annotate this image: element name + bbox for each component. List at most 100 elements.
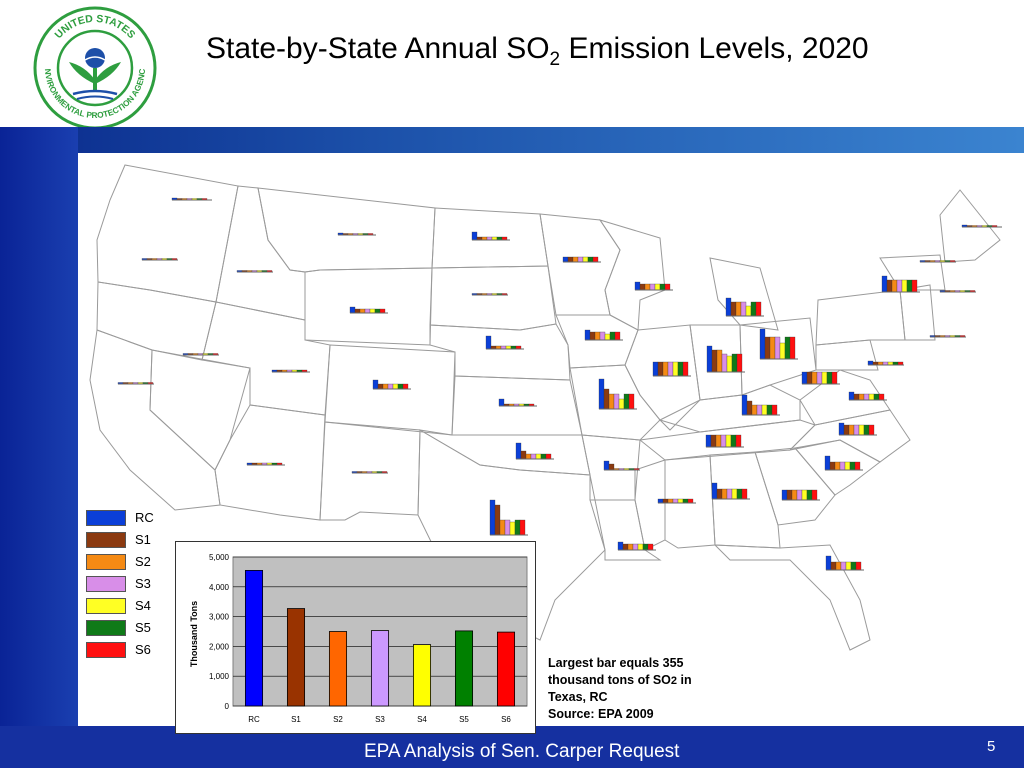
legend-label: S6	[135, 642, 151, 657]
state-bar-group	[236, 270, 273, 273]
legend-swatch	[86, 598, 126, 614]
state-bar	[784, 336, 791, 360]
chart-y-axis-label: Thousand Tons	[189, 601, 199, 667]
state-bar-group	[337, 232, 376, 236]
state-bar	[509, 521, 516, 536]
state-bar	[730, 301, 737, 317]
state-bar-group	[929, 335, 966, 338]
legend-swatch	[86, 532, 126, 548]
state-bar-group	[801, 371, 840, 385]
chart-bar-s4	[412, 644, 432, 707]
note-line-2-pre: thousand tons of SO	[548, 672, 671, 687]
state-bar	[821, 371, 828, 385]
state-bar	[471, 231, 478, 241]
state-bar	[867, 360, 874, 366]
state-bar-group	[562, 256, 601, 263]
chart-y-tick-label: 0	[225, 702, 230, 711]
legend-label: S4	[135, 598, 151, 613]
state-bar	[806, 489, 813, 501]
state-bar	[608, 393, 615, 410]
state-bar	[354, 308, 361, 314]
state-bar	[831, 371, 838, 385]
state-bar	[520, 450, 527, 460]
state-bar	[584, 329, 591, 341]
note-line-2: thousand tons of SO2 in	[548, 672, 738, 690]
state-bar-group	[485, 335, 524, 350]
state-bar	[736, 353, 743, 373]
state-bar	[627, 543, 634, 551]
chart-x-tick-label: S1	[291, 715, 301, 724]
legend: RC S1 S2 S3 S4 S5 S6	[86, 508, 156, 660]
state-bar-group	[725, 297, 764, 317]
state-bar-group	[617, 541, 656, 551]
state-bar	[632, 543, 639, 551]
legend-item-s6: S6	[86, 640, 156, 662]
chart-x-tick-label: RC	[248, 715, 260, 724]
state-bar	[746, 400, 753, 416]
state-bar	[726, 488, 733, 500]
state-bar-group	[515, 442, 554, 460]
state-bar	[850, 561, 857, 571]
legend-swatch	[86, 620, 126, 636]
state-bar	[750, 301, 757, 317]
state-bar	[594, 331, 601, 341]
slide-title: State-by-State Annual SO2 Emission Level…	[206, 32, 869, 71]
note-line-1: Largest bar equals 355	[548, 656, 684, 670]
chart-bar-s1	[286, 608, 306, 707]
note-line-2-sub: 2	[670, 674, 678, 687]
state-bar	[657, 498, 664, 504]
state-bar	[382, 383, 389, 390]
title-rest: Emission Levels, 2020	[560, 32, 869, 65]
state-bar	[891, 279, 898, 293]
state-bar-group	[867, 360, 904, 366]
state-bar	[735, 301, 742, 317]
state-bar	[567, 256, 574, 263]
state-bar	[720, 434, 727, 448]
chart-y-tick-label: 5,000	[209, 553, 230, 562]
note-source: Source: EPA 2009	[548, 706, 654, 721]
state-bar	[652, 361, 659, 377]
state-bar	[761, 404, 768, 416]
state-bar	[849, 461, 856, 471]
state-bar	[514, 519, 521, 536]
state-bar	[716, 349, 723, 373]
state-bar	[592, 256, 599, 263]
state-bar	[844, 461, 851, 471]
state-bar-group	[652, 361, 691, 377]
state-bar	[868, 424, 875, 436]
state-bar	[637, 543, 644, 551]
state-bar	[721, 353, 728, 373]
state-bar	[740, 301, 747, 317]
legend-item-s3: S3	[86, 574, 156, 596]
state-bar	[801, 489, 808, 501]
state-bar	[715, 434, 722, 448]
state-bar	[863, 393, 870, 401]
state-bar	[623, 393, 630, 410]
state-bar	[796, 489, 803, 501]
chart-bar-s2	[328, 631, 348, 707]
state-bar	[830, 561, 837, 571]
legend-label: S1	[135, 532, 151, 547]
state-bar	[710, 434, 717, 448]
state-bar	[853, 393, 860, 401]
state-bar	[858, 393, 865, 401]
state-bar	[545, 453, 552, 460]
state-bar	[659, 283, 666, 291]
slide-header: UNITED STATES ENVIRONMENTAL PROTECTION A…	[0, 0, 1024, 130]
state-bar	[649, 283, 656, 291]
state-bar	[617, 541, 624, 551]
state-bar	[369, 308, 376, 314]
state-bar-group	[182, 353, 219, 356]
state-bar	[873, 393, 880, 401]
state-bar	[603, 460, 610, 471]
state-bar	[535, 453, 542, 460]
state-bar	[721, 488, 728, 500]
state-bar	[515, 442, 522, 460]
state-bar-group	[848, 391, 887, 401]
state-bar-group	[705, 434, 744, 448]
state-bar	[840, 561, 847, 571]
state-bar	[489, 499, 496, 536]
state-bar	[848, 391, 855, 401]
state-bar-group	[598, 378, 637, 410]
state-bar	[824, 455, 831, 471]
